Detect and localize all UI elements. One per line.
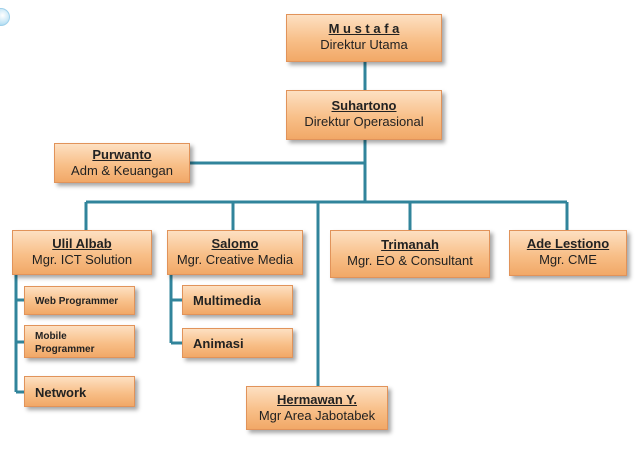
node-name: Purwanto <box>92 147 152 162</box>
node-direktur-utama: M u s t a f a Direktur Utama <box>286 14 442 62</box>
node-role: Direktur Operasional <box>304 114 424 129</box>
node-role: Mgr. EO & Consultant <box>347 253 473 268</box>
node-name: Salomo <box>211 236 259 251</box>
node-role: Mgr. CME <box>539 252 597 267</box>
node-mgr-area-jabotabek: Hermawan Y. Mgr Area Jabotabek <box>246 386 388 430</box>
node-name: Ulil Albab <box>52 236 112 251</box>
node-name: Trimanah <box>381 237 439 252</box>
unit-multimedia: Multimedia <box>182 285 293 315</box>
unit-mobile-programmer: Mobile Programmer <box>24 325 135 358</box>
unit-network: Network <box>24 376 135 407</box>
unit-web-programmer: Web Programmer <box>24 286 135 315</box>
node-adm-keuangan: Purwanto Adm & Keuangan <box>54 143 190 183</box>
node-mgr-eo-consultant: Trimanah Mgr. EO & Consultant <box>330 230 490 278</box>
node-direktur-operasional: Suhartono Direktur Operasional <box>286 90 442 140</box>
node-role: Direktur Utama <box>320 37 408 52</box>
node-name: M u s t a f a <box>328 21 400 36</box>
node-role: Mgr. ICT Solution <box>31 252 133 267</box>
node-role: Mgr. Creative Media <box>176 252 294 267</box>
node-name: Hermawan Y. <box>277 392 357 407</box>
node-name: Ade Lestiono <box>526 236 610 251</box>
node-role: Adm & Keuangan <box>71 163 173 178</box>
node-mgr-ict-solution: Ulil Albab Mgr. ICT Solution <box>12 230 152 275</box>
node-role: Mgr Area Jabotabek <box>258 408 376 423</box>
node-mgr-creative-media: Salomo Mgr. Creative Media <box>167 230 303 275</box>
node-mgr-cme: Ade Lestiono Mgr. CME <box>509 230 627 276</box>
node-name: Suhartono <box>331 98 397 113</box>
unit-animasi: Animasi <box>182 328 293 358</box>
